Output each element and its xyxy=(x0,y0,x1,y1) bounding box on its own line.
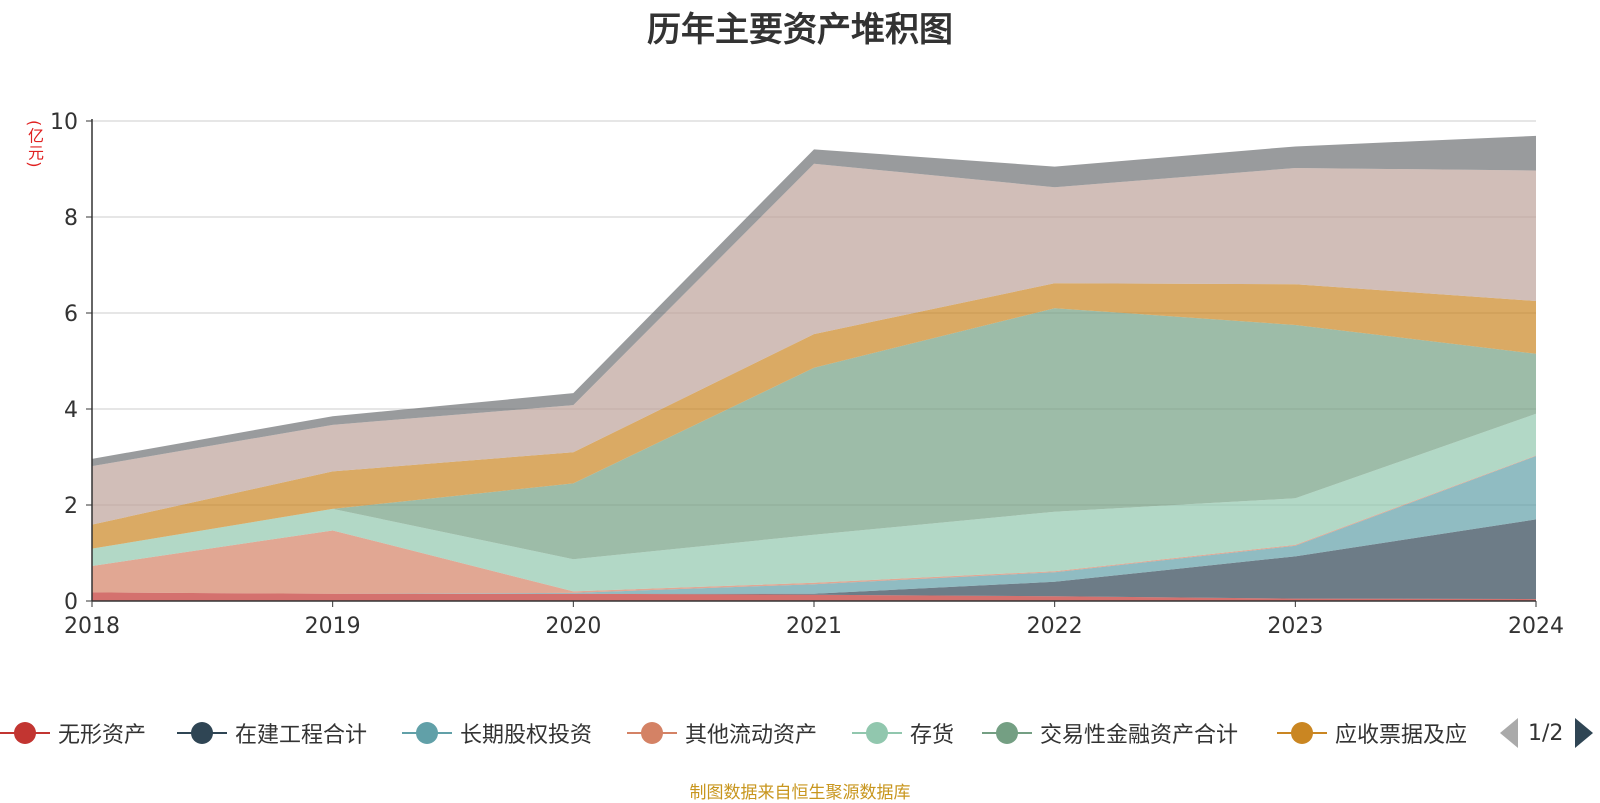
y-tick-label: 10 xyxy=(50,110,78,135)
y-tick-label: 2 xyxy=(64,494,78,519)
legend-marker-icon xyxy=(982,713,1032,753)
legend-label: 应收票据及应 xyxy=(1335,723,1468,748)
x-tick-label: 2023 xyxy=(1267,614,1323,639)
legend-item-inventory[interactable]: 存货 xyxy=(852,713,954,753)
data-source-note: 制图数据来自恒生聚源数据库 xyxy=(689,783,911,803)
legend-pager: 1/2 xyxy=(1500,713,1594,753)
legend-label: 无形资产 xyxy=(58,723,147,748)
area-series-5 xyxy=(92,413,1536,592)
legend-marker-icon xyxy=(852,713,902,753)
legend-next-page-icon[interactable] xyxy=(1575,718,1594,748)
legend-item-notes-receivable[interactable]: 应收票据及应 xyxy=(1277,713,1467,753)
x-tick-label: 2021 xyxy=(786,614,842,639)
x-tick-label: 2022 xyxy=(1027,614,1083,639)
legend-item-construction-in-progress[interactable]: 在建工程合计 xyxy=(177,713,367,753)
x-tick-label: 2019 xyxy=(305,614,361,639)
legend-item-intangible-assets[interactable]: 无形资产 xyxy=(0,713,146,753)
legend-marker-icon xyxy=(627,713,677,753)
y-tick-label: 8 xyxy=(64,206,78,231)
area-series-1 xyxy=(92,592,1536,601)
area-series-3 xyxy=(92,456,1536,594)
y-tick-label: 6 xyxy=(64,302,78,327)
x-tick-label: 2018 xyxy=(64,614,120,639)
legend-marker-icon xyxy=(1277,713,1327,753)
legend-item-other-current-assets[interactable]: 其他流动资产 xyxy=(627,713,817,753)
legend-marker-icon xyxy=(0,713,50,753)
stacked-area-chart: 0 2 4 6 8 10 2018 2019 2020 2021 2022 2023 2024 xyxy=(50,110,1564,639)
legend-label: 存货 xyxy=(910,723,955,748)
legend-prev-page-icon[interactable] xyxy=(1500,718,1518,748)
legend-label: 在建工程合计 xyxy=(235,723,368,748)
area-series-2 xyxy=(92,519,1536,600)
legend-label: 其他流动资产 xyxy=(685,723,818,748)
area-series-4 xyxy=(92,455,1536,594)
area-series-7 xyxy=(92,283,1536,549)
y-axis-unit-label: (亿元) xyxy=(25,120,44,169)
legend: 无形资产 在建工程合计 长期股权投资 其他流动资产 存货 交易性金融资产合计 应… xyxy=(0,713,1600,753)
area-series-8 xyxy=(92,163,1536,525)
area-series-9 xyxy=(92,135,1536,467)
chart-title: 历年主要资产堆积图 xyxy=(647,10,953,50)
y-tick-label: 4 xyxy=(64,398,78,423)
legend-label: 长期股权投资 xyxy=(460,723,593,748)
legend-label: 交易性金融资产合计 xyxy=(1040,723,1239,748)
legend-item-trading-financial-assets[interactable]: 交易性金融资产合计 xyxy=(982,713,1238,753)
y-tick-label: 0 xyxy=(64,590,78,615)
x-tick-label: 2024 xyxy=(1508,614,1564,639)
legend-page-indicator: 1/2 xyxy=(1528,720,1564,746)
legend-marker-icon xyxy=(402,713,452,753)
legend-item-long-term-equity-investment[interactable]: 长期股权投资 xyxy=(402,713,592,753)
legend-marker-icon xyxy=(177,713,227,753)
area-series-6 xyxy=(92,308,1536,560)
x-tick-label: 2020 xyxy=(545,614,601,639)
